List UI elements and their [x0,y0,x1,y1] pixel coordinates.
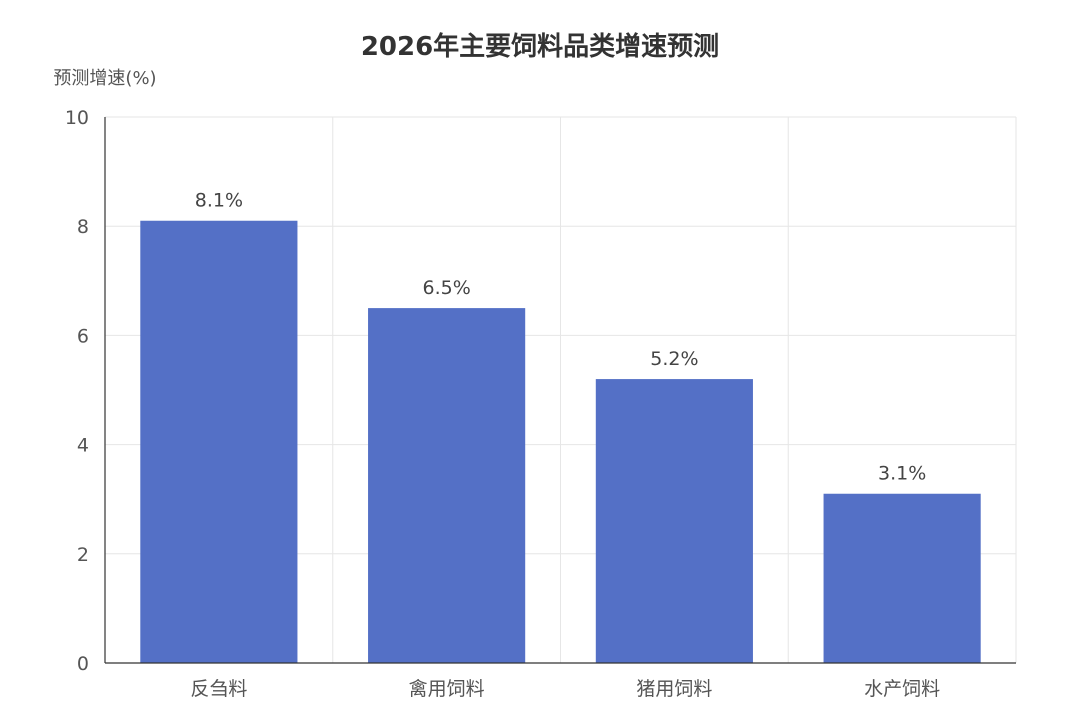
y-tick-label: 2 [77,544,89,566]
data-label: 3.1% [878,463,926,485]
data-labels: 8.1% 6.5% 5.2% 3.1% [195,190,927,485]
y-axis-title: 预测增速(%) [53,68,156,89]
chart-title: 2026年主要饲料品类增速预测 [361,31,719,62]
y-tick-label: 10 [65,107,89,129]
y-tick-label: 0 [77,653,89,675]
data-label: 6.5% [422,277,470,299]
y-tick-label: 6 [77,325,89,347]
x-tick-label: 猪用饲料 [636,678,712,700]
data-label: 8.1% [195,190,243,212]
y-tick-label: 8 [77,216,89,238]
axes: 0 2 4 6 8 10 反刍料 禽用饲料 猪用饲料 水产饲料 [65,107,1016,700]
bar[interactable] [368,308,526,663]
data-label: 5.2% [650,348,698,370]
x-tick-label: 反刍料 [190,678,247,700]
bar[interactable] [140,220,298,664]
x-tick-label: 水产饲料 [864,678,940,700]
bar[interactable] [823,493,981,663]
y-tick-label: 4 [77,435,89,457]
bars [140,220,981,664]
x-tick-label: 禽用饲料 [409,678,485,700]
bar[interactable] [595,379,753,663]
